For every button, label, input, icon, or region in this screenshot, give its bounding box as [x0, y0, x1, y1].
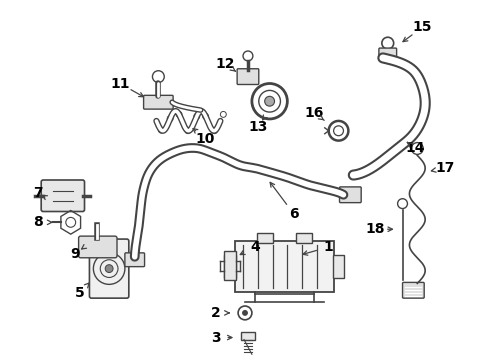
Text: 7: 7: [33, 186, 43, 200]
Text: 6: 6: [290, 207, 299, 221]
Text: 1: 1: [324, 240, 334, 254]
Text: 10: 10: [196, 132, 215, 146]
Text: 2: 2: [211, 306, 220, 320]
FancyBboxPatch shape: [224, 251, 236, 280]
Circle shape: [105, 265, 113, 273]
Text: 4: 4: [250, 240, 260, 254]
FancyBboxPatch shape: [237, 69, 259, 85]
Circle shape: [242, 310, 248, 316]
Text: 18: 18: [365, 222, 385, 236]
FancyBboxPatch shape: [333, 255, 344, 278]
FancyBboxPatch shape: [340, 187, 361, 203]
Text: 14: 14: [406, 141, 425, 156]
FancyBboxPatch shape: [235, 241, 334, 292]
Text: 3: 3: [211, 330, 220, 345]
FancyBboxPatch shape: [296, 233, 312, 243]
Text: 13: 13: [248, 120, 268, 134]
Text: 11: 11: [110, 77, 130, 90]
Text: 15: 15: [413, 21, 432, 35]
FancyBboxPatch shape: [144, 95, 173, 109]
FancyBboxPatch shape: [41, 180, 84, 212]
Text: 9: 9: [70, 247, 79, 261]
FancyBboxPatch shape: [78, 236, 117, 258]
Text: 17: 17: [435, 161, 455, 175]
FancyBboxPatch shape: [241, 332, 255, 339]
FancyBboxPatch shape: [379, 48, 396, 60]
FancyBboxPatch shape: [90, 239, 129, 298]
Circle shape: [265, 96, 274, 106]
FancyBboxPatch shape: [257, 233, 272, 243]
Text: 5: 5: [74, 286, 84, 300]
Text: 12: 12: [216, 57, 235, 71]
Text: 8: 8: [33, 215, 43, 229]
FancyBboxPatch shape: [125, 253, 145, 267]
FancyBboxPatch shape: [402, 282, 424, 298]
Text: 16: 16: [304, 106, 323, 120]
FancyBboxPatch shape: [224, 255, 236, 278]
